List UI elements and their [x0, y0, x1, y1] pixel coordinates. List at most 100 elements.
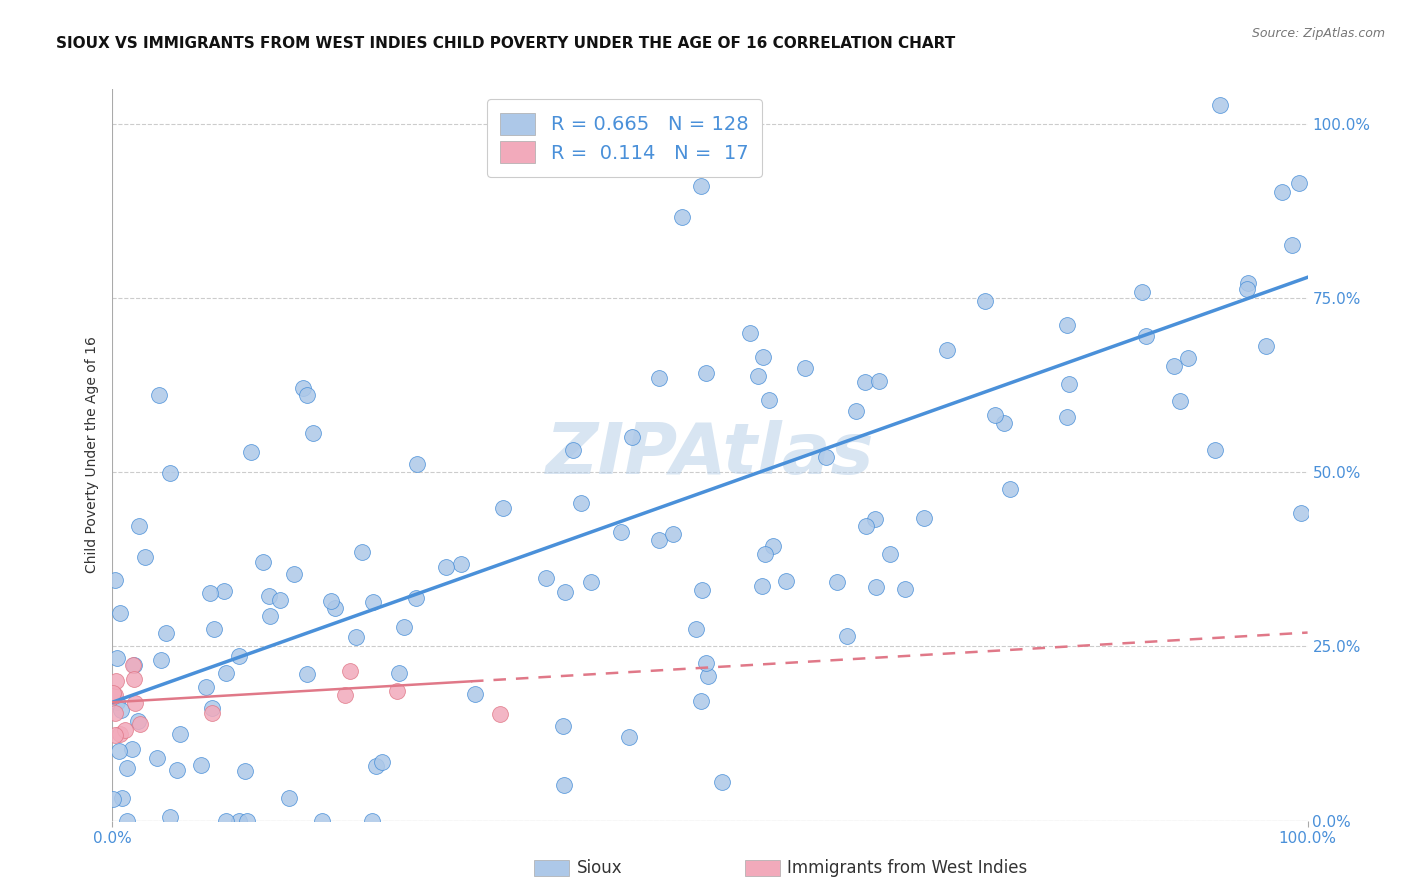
Point — [169, 727, 191, 741]
Point — [825, 575, 848, 590]
Point — [1056, 318, 1078, 332]
Point — [259, 608, 281, 623]
Point — [1204, 443, 1226, 458]
Point — [1289, 506, 1312, 520]
Point — [434, 559, 457, 574]
Point — [122, 657, 145, 672]
Point — [747, 369, 769, 384]
Point — [853, 375, 876, 389]
Point — [339, 664, 361, 678]
Point — [1209, 98, 1232, 112]
Point — [579, 575, 602, 590]
Point — [319, 594, 342, 608]
Point — [758, 393, 780, 408]
Point — [302, 426, 325, 441]
Point — [488, 706, 510, 721]
Point — [814, 450, 837, 464]
Point — [311, 814, 333, 828]
Point — [1271, 185, 1294, 199]
Point — [195, 681, 218, 695]
Point — [104, 688, 127, 702]
Point — [752, 350, 775, 364]
Point — [689, 179, 711, 194]
Point — [1236, 282, 1258, 296]
Point — [385, 683, 408, 698]
Point — [617, 730, 640, 744]
Point — [198, 586, 221, 600]
Point — [1177, 351, 1199, 365]
Point — [371, 755, 394, 769]
Point — [352, 544, 374, 558]
Text: Sioux: Sioux — [576, 859, 621, 877]
Point — [662, 527, 685, 541]
Point — [252, 555, 274, 569]
Point — [107, 743, 129, 757]
Point — [104, 706, 127, 720]
Point — [690, 694, 713, 708]
Point — [998, 482, 1021, 496]
Point — [695, 657, 717, 671]
Point — [406, 457, 429, 471]
Point — [553, 778, 575, 792]
Point — [269, 593, 291, 607]
Point — [202, 623, 225, 637]
Point — [697, 669, 720, 683]
Point — [127, 714, 149, 728]
Point — [865, 580, 887, 594]
Point — [361, 814, 384, 828]
Text: SIOUX VS IMMIGRANTS FROM WEST INDIES CHILD POVERTY UNDER THE AGE OF 16 CORRELATI: SIOUX VS IMMIGRANTS FROM WEST INDIES CHI… — [56, 36, 956, 51]
Point — [492, 500, 515, 515]
Point — [1237, 276, 1260, 290]
Text: ZIPAtlas: ZIPAtlas — [546, 420, 875, 490]
Point — [1288, 176, 1310, 190]
Point — [685, 622, 707, 636]
Point — [974, 294, 997, 309]
Legend: R = 0.665   N = 128, R =  0.114   N =  17: R = 0.665 N = 128, R = 0.114 N = 17 — [486, 99, 762, 177]
Point — [1130, 285, 1153, 299]
Point — [128, 717, 150, 731]
Point — [105, 651, 128, 665]
Y-axis label: Child Poverty Under the Age of 16: Child Poverty Under the Age of 16 — [84, 336, 98, 574]
Point — [1281, 238, 1303, 252]
Point — [145, 750, 167, 764]
Point — [569, 496, 592, 510]
Point — [405, 591, 427, 605]
Point — [794, 360, 817, 375]
Point — [561, 443, 583, 458]
Point — [155, 625, 177, 640]
Point — [215, 665, 238, 680]
Point — [233, 764, 256, 778]
Point — [1256, 339, 1278, 353]
Point — [751, 578, 773, 592]
Point — [1056, 409, 1078, 424]
Point — [214, 814, 236, 828]
Point — [610, 525, 633, 540]
Point — [110, 726, 132, 740]
Point — [159, 810, 181, 824]
Point — [1163, 359, 1185, 374]
Point — [117, 814, 139, 828]
Point — [259, 590, 281, 604]
Point — [936, 343, 959, 358]
Point — [122, 658, 145, 673]
Point — [648, 533, 671, 547]
Point — [148, 388, 170, 402]
Point — [101, 690, 124, 704]
Point — [104, 673, 127, 688]
Point — [292, 381, 315, 395]
Point — [201, 701, 224, 715]
Point — [648, 371, 671, 385]
Point — [103, 792, 125, 806]
Point — [124, 696, 146, 710]
Point — [754, 547, 776, 561]
Point — [121, 741, 143, 756]
Point — [115, 761, 138, 775]
Point — [983, 408, 1005, 422]
Point — [295, 388, 318, 402]
Point — [392, 620, 415, 634]
Point — [239, 444, 262, 458]
Point — [150, 653, 173, 667]
Point — [366, 759, 388, 773]
Point — [1168, 394, 1191, 409]
Point — [228, 814, 250, 828]
